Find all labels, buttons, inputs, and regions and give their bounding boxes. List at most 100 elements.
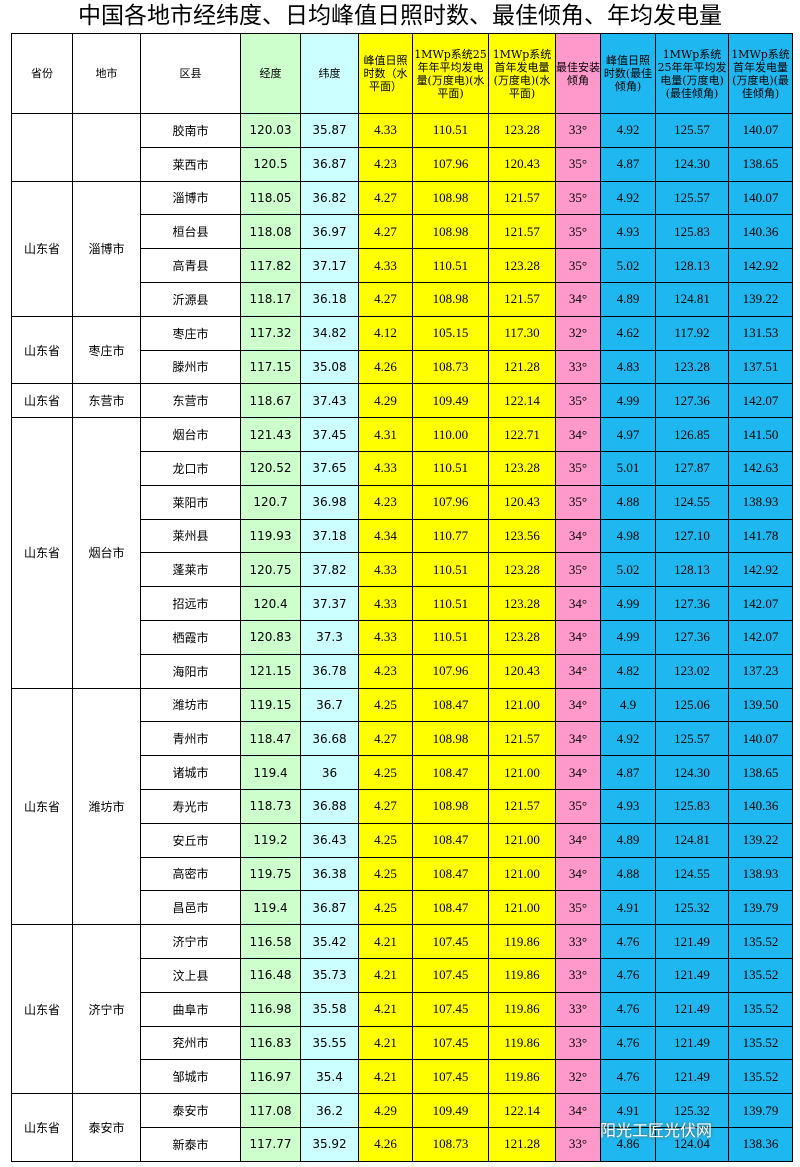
table-cell: 138.65 [728,146,793,182]
header-cell: 1MWp系统25年年平均发电量(万度电)(最佳倾角) [655,33,729,114]
table-cell: 35.73 [300,957,359,993]
table-row: 桓台县 118.08 36.97 4.27 108.98 121.57 35° 4.93 125… [12,214,793,250]
table-row: 寿光市 118.73 36.88 4.27 108.98 121.57 35° 4.93 125… [12,788,793,824]
table-cell: 4.25 [358,890,413,926]
table-cell: 莱西市 [140,146,241,182]
table-cell: 117.82 [240,248,301,283]
table-cell: 139.22 [728,822,793,858]
table-cell: 4.83 [600,349,656,385]
table-cell: 120.83 [240,619,301,655]
table-cell: 4.99 [600,586,656,621]
table-cell: 121.49 [655,957,729,993]
table-cell: 枣庄市 [140,315,241,351]
table-cell: 35° [555,180,601,216]
table-cell: 36.7 [300,687,359,723]
table-cell: 36.88 [300,788,359,824]
city-cell: 东营市 [72,383,141,419]
table-cell: 118.47 [240,721,301,757]
table-cell: 110.51 [412,450,489,486]
table-cell: 4.76 [600,957,656,993]
table-cell: 4.76 [600,924,656,959]
table-cell: 34° [555,619,601,655]
header-cell: 峰值日照时数(最佳倾角) [600,33,656,114]
table-cell: 35° [555,248,601,283]
table-cell: 34.82 [300,315,359,351]
table-cell: 4.87 [600,755,656,790]
table-cell: 138.93 [728,484,793,520]
province-cell: 山东省 [11,924,73,1095]
table-cell: 4.21 [358,991,413,1027]
table-cell: 33° [555,113,601,148]
table-cell: 125.57 [655,180,729,216]
table-cell: 36.68 [300,721,359,757]
table-cell: 滕州市 [140,349,241,385]
table-cell: 32° [555,315,601,351]
table-cell: 34° [555,281,601,317]
table-cell: 4.97 [600,417,656,452]
table-cell: 109.49 [412,383,489,419]
table-cell: 4.89 [600,281,656,317]
header-cell: 1MWp系统首年发电量(万度电)(最佳倾角) [728,33,793,114]
table-cell: 32° [555,1059,601,1095]
header-cell: 1MWp系统首年发电量(万度电)(水平面) [488,33,556,114]
table-cell: 121.57 [488,214,556,250]
table-cell: 139.50 [728,687,793,723]
table-cell: 108.47 [412,687,489,723]
header-cell: 最佳安装倾角 [555,33,601,114]
table-cell: 138.93 [728,856,793,892]
table-cell: 118.67 [240,383,301,419]
table-cell: 4.33 [358,113,413,148]
table-cell: 135.52 [728,957,793,993]
table-cell: 4.26 [358,349,413,385]
table-cell: 122.71 [488,417,556,452]
table-cell: 116.97 [240,1059,301,1095]
table-cell: 36.38 [300,856,359,892]
table-cell: 4.21 [358,1025,413,1061]
table-cell: 37.37 [300,586,359,621]
table-cell: 莱阳市 [140,484,241,520]
table-row: 昌邑市 119.4 36.87 4.25 108.47 121.00 35° 4.91 125.… [12,890,793,926]
table-cell: 110.51 [412,586,489,621]
table-cell: 124.04 [655,1126,729,1162]
table-cell: 124.81 [655,822,729,858]
table-cell: 4.9 [600,687,656,723]
table-cell: 4.27 [358,180,413,216]
table-cell: 4.33 [358,450,413,486]
table-cell: 34° [555,822,601,858]
table-cell: 35° [555,788,601,824]
table-cell: 108.47 [412,890,489,926]
table-cell: 125.32 [655,1093,729,1128]
province-cell: 山东省 [11,180,73,317]
table-cell: 35° [555,214,601,250]
table-cell: 128.13 [655,248,729,283]
table-row: 山东省 枣庄市 枣庄市 117.32 34.82 4.12 105.15 117.30 32° 4… [11,315,793,385]
table-cell: 120.43 [488,484,556,520]
table-cell: 35.92 [300,1126,359,1162]
table-cell: 33° [555,991,601,1027]
table-cell: 105.15 [412,315,489,351]
table-cell: 120.7 [240,484,301,520]
table-cell: 124.30 [655,146,729,182]
table-cell: 36.87 [300,890,359,926]
table-cell: 36.82 [300,180,359,216]
table-cell: 37.45 [300,417,359,452]
table-cell: 121.15 [240,653,301,689]
table-cell: 120.43 [488,146,556,182]
table-cell: 36.97 [300,214,359,250]
table-cell: 曲阜市 [140,991,241,1027]
table-cell: 117.77 [240,1126,301,1162]
table-cell: 124.55 [655,484,729,520]
table-cell: 35° [555,484,601,520]
table-row: 汶上县 116.48 35.73 4.21 107.45 119.86 33° 4.76 121… [12,957,793,993]
table-cell: 淄博市 [140,180,241,216]
table-cell: 35° [555,450,601,486]
table-cell: 34° [555,856,601,892]
table-cell: 135.52 [728,924,793,959]
city-cell: 淄博市 [72,180,141,317]
table-cell: 寿光市 [140,788,241,824]
table-row: 山东省 潍坊市 潍坊市 119.15 36.7 4.25 108.47 121.00 34° 4.… [11,687,793,926]
table-cell: 119.86 [488,991,556,1027]
table-cell: 栖霞市 [140,619,241,655]
province-cell: 山东省 [11,383,73,419]
